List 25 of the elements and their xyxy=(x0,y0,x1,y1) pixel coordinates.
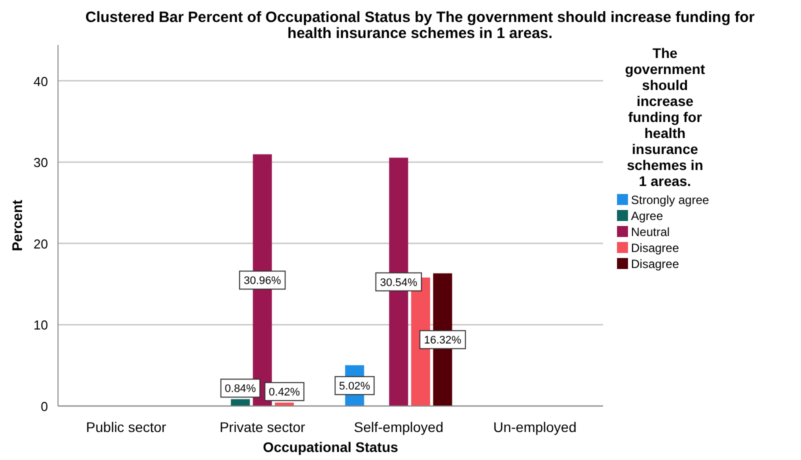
legend-label: Neutral xyxy=(631,225,670,239)
data-label: 0.84% xyxy=(224,383,256,396)
y-axis-title: Percent xyxy=(9,199,25,252)
y-tick-label: 30 xyxy=(34,155,48,170)
x-tick-label: Self-employed xyxy=(354,419,444,435)
data-label: 30.96% xyxy=(244,275,282,288)
legend-label: Disagree xyxy=(631,257,680,271)
data-label: 30.54% xyxy=(380,276,418,289)
y-tick-label: 0 xyxy=(40,399,48,414)
y-tick-label: 20 xyxy=(34,236,48,252)
data-label: 0.42% xyxy=(268,386,300,399)
y-tick-label: 40 xyxy=(34,74,48,89)
data-label: 5.02% xyxy=(339,380,370,393)
legend-label: Agree xyxy=(631,209,664,223)
legend-label: Disagree xyxy=(631,241,680,255)
data-label: 16.32% xyxy=(424,334,462,347)
legend-label: Strongly agree xyxy=(631,193,710,207)
chart-title: Clustered Bar Percent of Occupational Status by The government should increase funding for health insurance schemes in 1 areas. xyxy=(85,9,755,42)
x-tick-label: Private sector xyxy=(220,419,306,435)
x-tick-label: Un-employed xyxy=(493,419,577,435)
y-tick-label: 10 xyxy=(34,318,48,333)
bar xyxy=(230,399,250,406)
x-axis-title: Occupational Status xyxy=(262,439,398,455)
text: The government should increase funding for health insurance schemes in 1 areas. xyxy=(624,45,706,189)
x-tick-label: Public sector xyxy=(86,419,167,435)
